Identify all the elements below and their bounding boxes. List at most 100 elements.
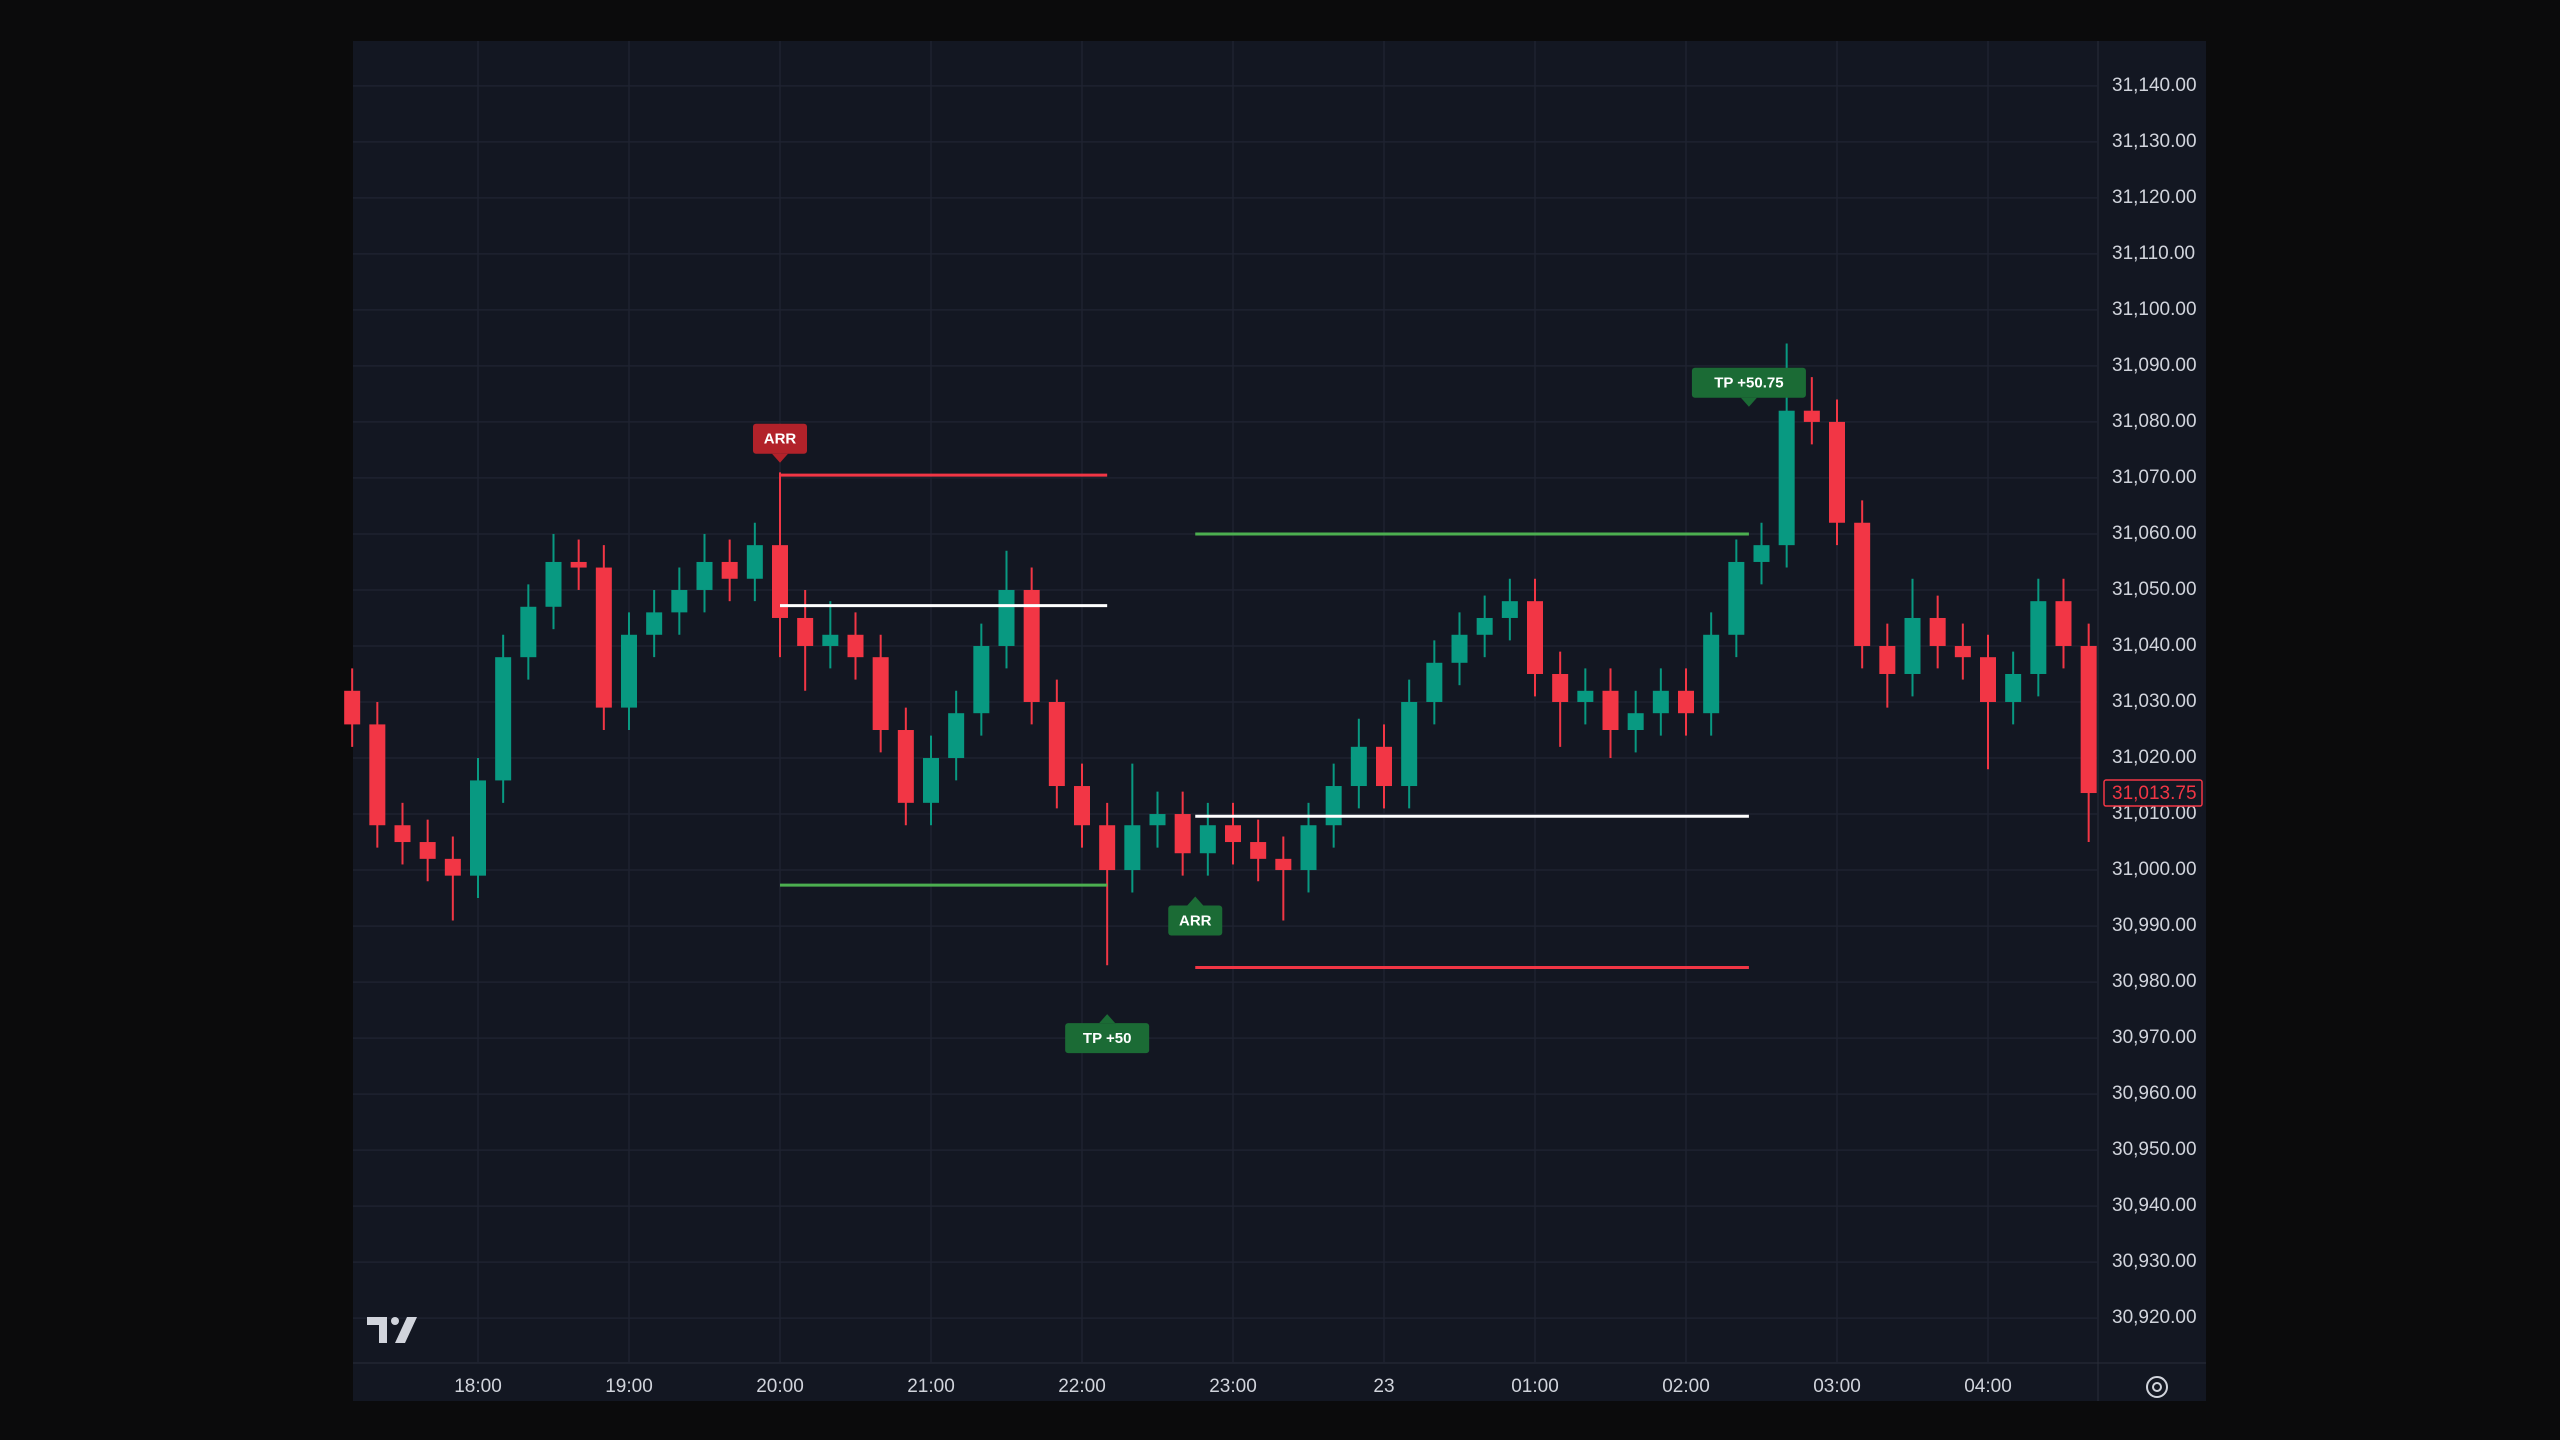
candle-body: [1929, 617, 1946, 646]
plot: ARR TP +50 ARR TP +50.75: [344, 343, 2097, 1054]
chart-panel: [353, 41, 2206, 1401]
x-tick-label: 21:00: [907, 1376, 955, 1397]
marker-box: [1065, 1023, 1150, 1054]
y-tick-label: 31,050.00: [2112, 579, 2197, 600]
candle-body: [696, 561, 713, 590]
settings-core[interactable]: [2152, 1382, 2162, 1392]
x-tick-label: 22:00: [1058, 1376, 1106, 1397]
candle-body: [394, 825, 411, 843]
candle-body: [595, 567, 612, 708]
candle-body: [1099, 825, 1116, 871]
candle-body: [1426, 662, 1443, 702]
candle-body: [797, 617, 814, 646]
candle-body: [2055, 601, 2072, 646]
y-tick-label: 31,000.00: [2112, 859, 2197, 880]
y-tick-label: 30,940.00: [2112, 1195, 2197, 1216]
candle-body: [570, 561, 587, 568]
logo-part: [367, 1317, 387, 1343]
y-tick-label: 30,980.00: [2112, 971, 2197, 992]
candle-body: [545, 561, 562, 607]
marker-pointer: [1099, 1014, 1116, 1024]
y-tick-label: 30,920.00: [2112, 1307, 2197, 1328]
candle-body: [1577, 690, 1594, 702]
candle-body: [1124, 825, 1141, 871]
x-tick-label: 01:00: [1511, 1376, 1559, 1397]
candle-body: [495, 657, 512, 781]
candle-body: [1652, 690, 1669, 714]
y-tick-label: 31,020.00: [2112, 747, 2197, 768]
candle-body: [1803, 410, 1820, 422]
x-tick-label: 20:00: [756, 1376, 804, 1397]
candle-body: [419, 842, 436, 859]
candle-body: [1602, 690, 1619, 731]
candle-body: [1199, 825, 1216, 854]
marker-label: TP +50.75: [1714, 375, 1783, 392]
candle-body: [621, 634, 637, 708]
candle-body: [444, 858, 461, 876]
y-tick-label: 30,930.00: [2112, 1251, 2197, 1272]
candle-body: [1451, 634, 1468, 663]
candle-body: [1527, 601, 1543, 674]
candle-body: [923, 758, 939, 803]
x-tick-label: 23:00: [1209, 1376, 1257, 1397]
candle-body: [1376, 746, 1392, 787]
y-tick-label: 30,950.00: [2112, 1139, 2197, 1160]
y-tick-label: 31,140.00: [2112, 75, 2197, 96]
x-tick-label: 02:00: [1662, 1376, 1710, 1397]
marker-pointer: [772, 453, 788, 463]
x-tick-label: 18:00: [454, 1376, 502, 1397]
y-tick-label: 31,040.00: [2112, 635, 2197, 656]
candle-body: [369, 724, 386, 826]
candle-body: [1074, 786, 1090, 826]
candle-body: [1401, 702, 1418, 787]
logo-part: [395, 1317, 417, 1343]
candle-body: [1275, 858, 1292, 871]
candle-body: [1501, 601, 1518, 618]
marker-pointer: [1187, 896, 1204, 906]
candle-body: [1350, 746, 1367, 787]
logo-part: [391, 1317, 399, 1325]
marker-label: TP +50: [1083, 1030, 1132, 1047]
x-tick-label: 04:00: [1964, 1376, 2012, 1397]
candle-body: [1980, 657, 1996, 702]
y-tick-label: 31,090.00: [2112, 355, 2197, 376]
candle-body: [1552, 673, 1569, 702]
candle-body: [822, 634, 839, 646]
last-price-label: 31,013.75: [2112, 783, 2197, 804]
settings-icon[interactable]: [2146, 1376, 2168, 1398]
y-tick-label: 31,130.00: [2112, 131, 2197, 152]
y-tick-label: 31,110.00: [2112, 243, 2195, 264]
grid: [353, 41, 2098, 1363]
candle-body: [646, 612, 663, 635]
y-tick-label: 31,100.00: [2112, 299, 2197, 320]
marker-label: ARR: [1179, 912, 1212, 929]
last-price-tag: [2103, 779, 2203, 807]
candle-body: [746, 545, 763, 579]
y-tick-label: 31,080.00: [2112, 411, 2197, 432]
y-tick-label: 30,990.00: [2112, 915, 2197, 936]
y-tick-label: 31,120.00: [2112, 187, 2197, 208]
candle-body: [1879, 645, 1896, 674]
candle-body: [344, 690, 361, 725]
candle-body: [1250, 842, 1267, 859]
candle-body: [1954, 645, 1971, 658]
candle-body: [872, 657, 889, 731]
candle-body: [1753, 545, 1770, 562]
y-tick-label: 31,070.00: [2112, 467, 2197, 488]
y-tick-label: 30,960.00: [2112, 1083, 2197, 1104]
candle-body: [772, 545, 788, 618]
candle-body: [1149, 814, 1166, 826]
candle-body: [1300, 825, 1317, 871]
candle-body: [1325, 786, 1342, 826]
candle-body: [520, 606, 537, 658]
candle-body: [1023, 589, 1040, 702]
y-tick-label: 31,030.00: [2112, 691, 2197, 712]
candle-body: [973, 645, 990, 714]
marker-label: ARR: [764, 431, 797, 448]
candle-body: [1904, 617, 1921, 674]
x-tick-label: 03:00: [1813, 1376, 1861, 1397]
marker-box: [1691, 367, 1806, 398]
y-tick-label: 31,010.00: [2112, 803, 2197, 824]
settings-ring[interactable]: [2146, 1376, 2168, 1398]
